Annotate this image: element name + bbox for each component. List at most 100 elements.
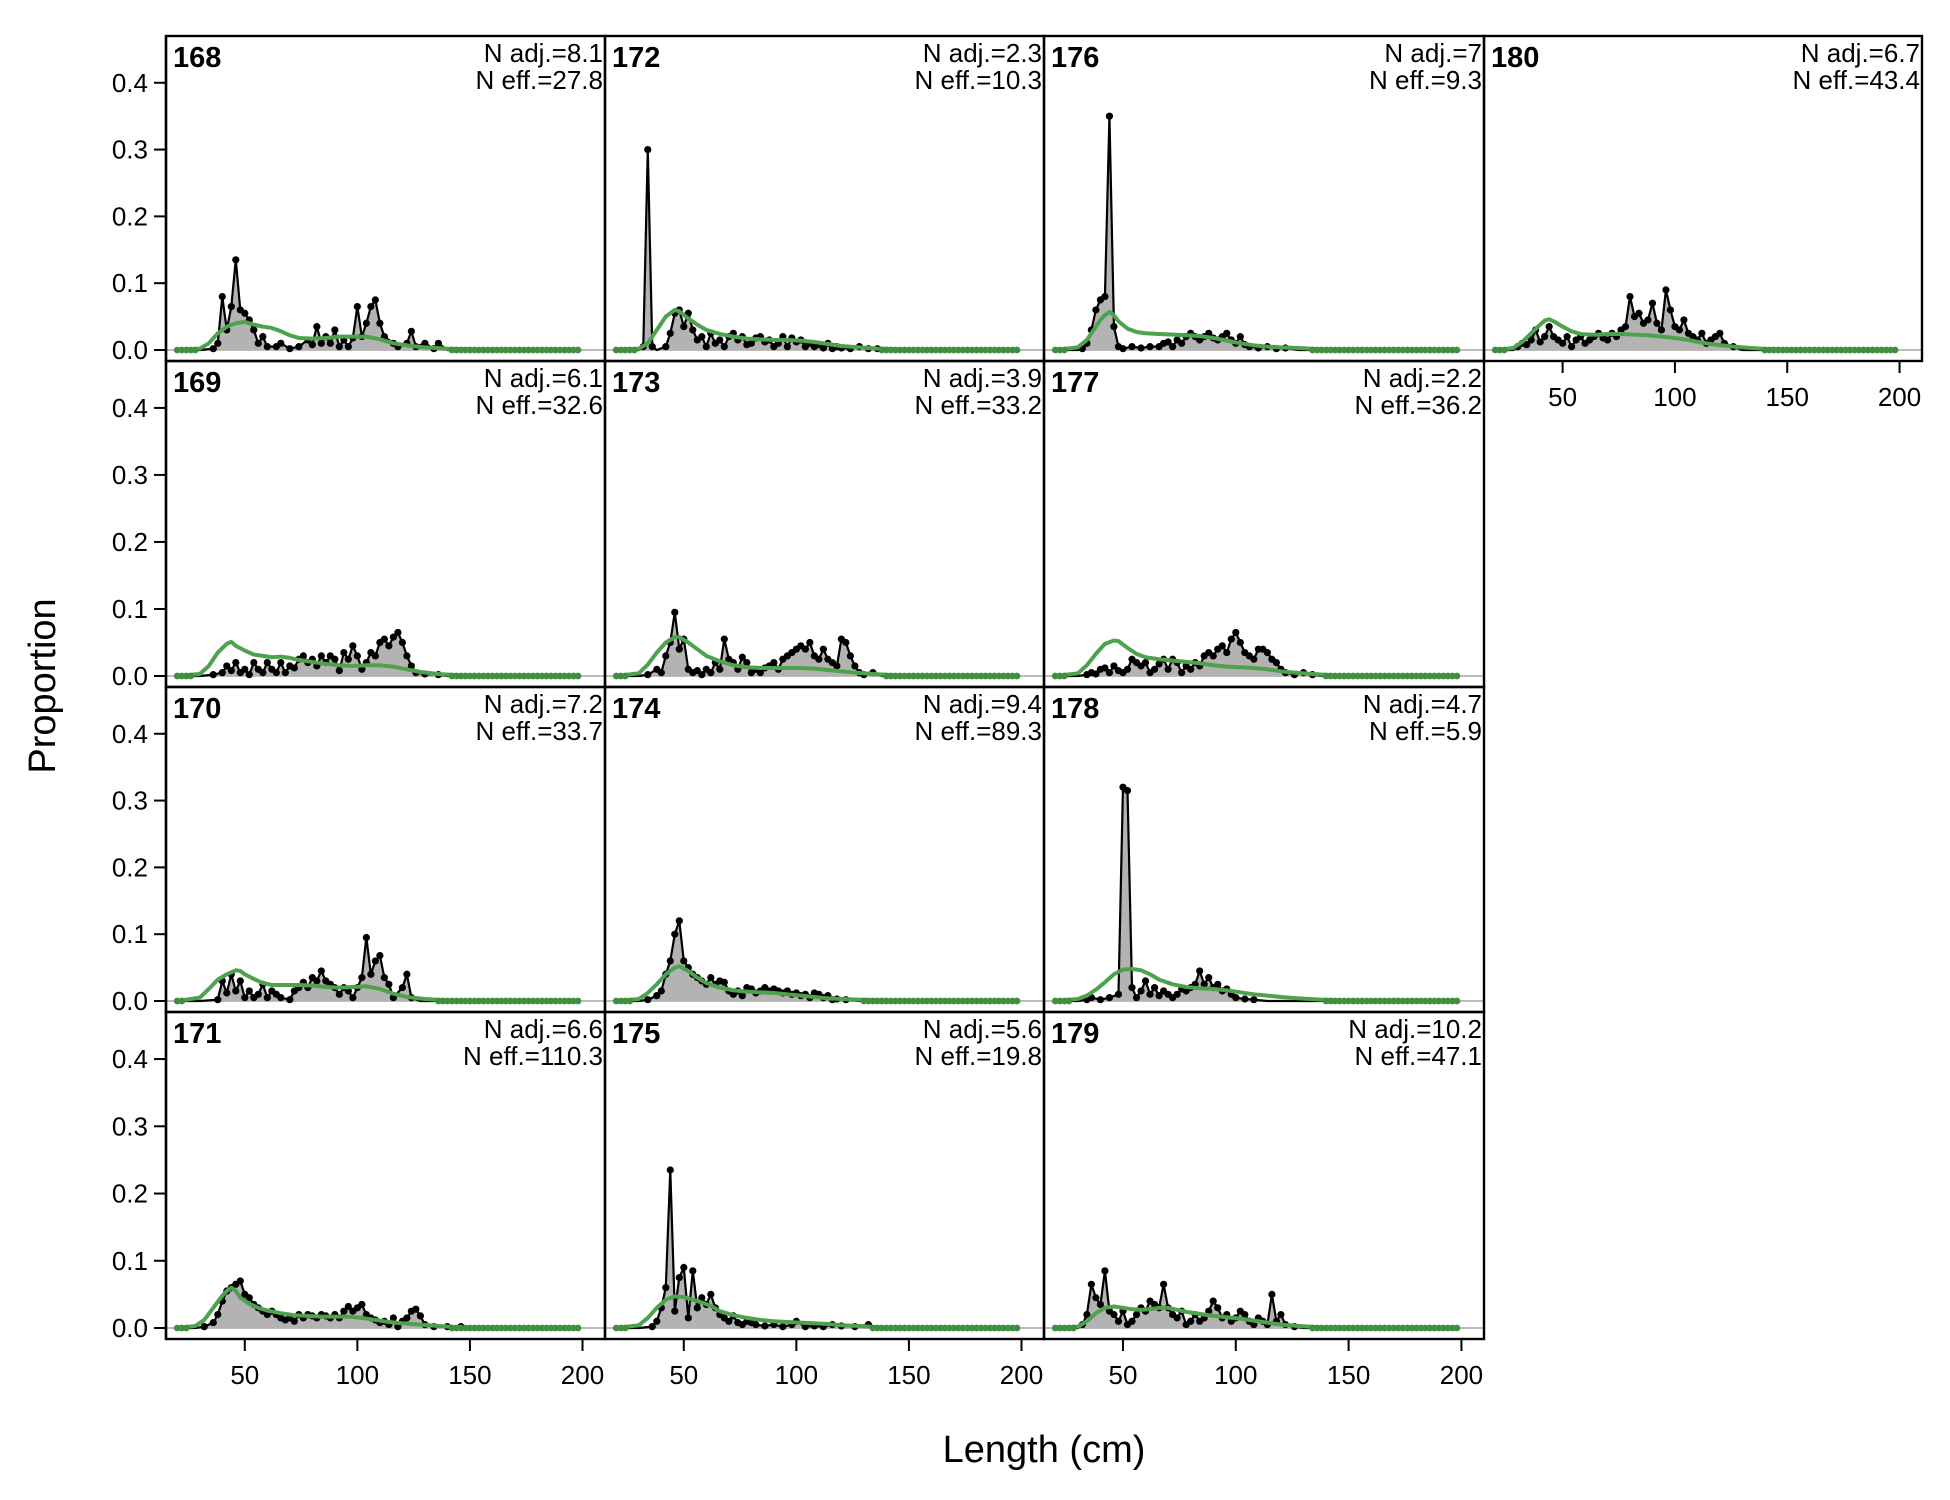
observed-point [407,327,415,335]
observed-point [394,628,402,637]
observed-point [1653,319,1661,327]
observed-point [698,1294,706,1302]
observed-point [1268,1290,1276,1298]
observed-point [1236,333,1244,341]
observed-point [295,343,303,351]
expected-point [1013,346,1021,354]
observed-point [1626,292,1634,301]
panel-169: 169 N adj.=6.1N eff.=32.6 [164,359,607,689]
observed-point [806,638,814,647]
observed-point [1114,1317,1123,1325]
n-eff-label: N eff.=36.2 [1355,390,1482,420]
observed-point [349,642,357,650]
observed-point [259,669,267,677]
panel-frame [1482,34,1924,363]
observed-point [223,989,231,997]
expected-point [1069,1324,1077,1332]
observed-point [671,1307,679,1315]
observed-point [1621,323,1630,331]
observed-point [1101,1267,1109,1275]
observed-point [241,665,249,673]
observed-point [412,1305,420,1313]
observed-point [380,635,388,643]
observed-point [702,343,710,351]
expected-point [1453,672,1461,680]
observed-point [232,256,240,264]
x-tick-label: 50 [669,1360,698,1390]
observed-point [1096,1300,1105,1309]
observed-point [245,671,253,679]
observed-point [227,667,235,675]
observed-point [367,302,375,311]
observed-point [1214,980,1222,988]
observed-point [1164,338,1172,346]
y-tick-label: 0.0 [112,661,148,691]
expected-point [182,1324,190,1332]
observed-point [1541,333,1549,341]
observed-point [1141,658,1150,667]
observed-point [662,343,670,351]
panel-171: 171 N adj.=6.6N eff.=110.3 [164,1010,607,1341]
observed-point [1105,669,1114,677]
y-tick-label: 0.1 [112,594,148,624]
y-tick-label: 0.3 [112,460,148,490]
observed-point [1187,1317,1195,1325]
expected-line [616,635,1017,678]
observed-point [747,339,755,347]
observed-point [362,933,370,942]
observed-point [281,669,289,677]
observed-point [1101,664,1109,672]
panel-year-label: 168 [173,42,221,74]
x-tick-label: 50 [230,1360,259,1390]
observed-area [177,937,578,1001]
observed-point [1155,660,1163,668]
observed-point [245,987,253,995]
observed-point [1698,329,1706,337]
observed-point [371,296,379,304]
observed-point [403,652,411,660]
expected-line [1495,317,1896,352]
panel-frame [1042,1010,1486,1341]
observed-point [666,1166,674,1174]
expected-point [574,672,582,680]
observed-area [1055,1270,1457,1328]
observed-point [1209,1297,1217,1305]
observed-point [653,992,661,1000]
observed-point [1272,658,1281,667]
observed-point [1128,1317,1136,1325]
observed-point [801,645,809,653]
observed-point [214,339,222,347]
observed-point [1209,652,1217,660]
observed-point [1559,339,1567,347]
n-adj-label: N adj.=4.7 [1363,689,1482,719]
x-tick-label: 50 [1109,1360,1138,1390]
observed-point [1603,336,1612,344]
observed-point [1223,329,1231,337]
observed-point [698,333,706,341]
observed-point [1568,343,1576,351]
expected-point [191,346,199,354]
y-tick-label: 0.3 [112,1111,148,1141]
expected-point [1013,672,1021,680]
observed-point [331,655,339,663]
observed-point [684,1314,692,1322]
x-tick-label: 100 [1653,382,1696,412]
observed-point [819,645,827,653]
observed-point [218,669,226,677]
panel-179: 179 N adj.=10.2N eff.=47.1 [1042,1010,1486,1341]
observed-point [1200,980,1208,988]
observed-point [1716,329,1724,337]
observed-point [1214,1304,1222,1312]
y-tick-label: 0.1 [112,1246,148,1276]
observed-point [680,323,688,331]
observed-point [1250,655,1258,663]
x-axis-title: Length (cm) [943,1429,1146,1471]
panel-170: 170 N adj.=7.2N eff.=33.7 [164,685,607,1014]
y-tick-label: 0.0 [112,1313,148,1343]
observed-point [349,994,357,1002]
n-eff-label: N eff.=27.8 [476,65,603,95]
observed-point [385,980,393,988]
expected-point [1453,997,1461,1005]
